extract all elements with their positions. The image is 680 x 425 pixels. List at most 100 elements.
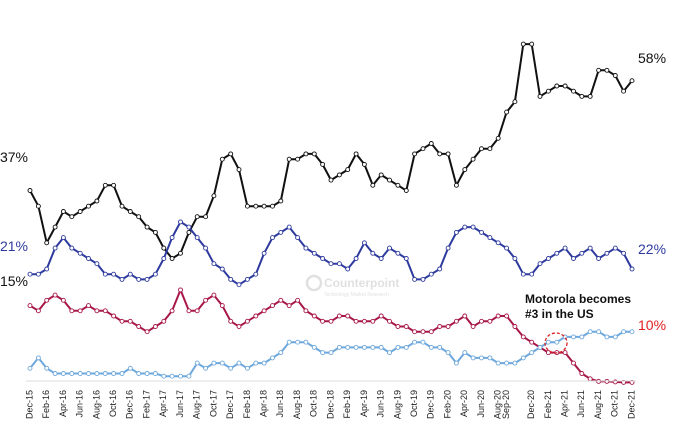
data-point [328,350,334,356]
data-point [336,261,342,267]
data-point [512,99,518,105]
data-point [94,308,100,314]
data-point [412,329,418,335]
data-point [270,203,275,209]
data-point [545,88,551,94]
x-tick-label: Apr-19 [359,390,369,417]
data-point [453,318,459,324]
data-point [270,303,275,309]
data-point [428,141,434,146]
data-point [69,371,75,376]
data-point [328,318,334,324]
data-point [378,256,384,261]
data-point [554,83,560,89]
data-point [395,250,401,256]
data-point [261,360,267,366]
annotation-line-1: Motorola becomes [525,292,631,306]
x-tick-label: Apr-20 [459,390,469,417]
data-point [169,373,175,379]
data-point [77,371,83,376]
data-point [604,67,610,73]
data-point [152,229,158,235]
data-point [44,297,50,303]
data-point [102,271,108,277]
series-end-label: 10% [638,317,666,333]
data-point [303,308,309,314]
data-point [111,271,117,277]
data-point [219,266,225,272]
data-point [119,276,125,282]
data-point [219,360,225,366]
data-point [453,182,459,188]
data-point [621,88,627,94]
data-point [345,266,351,272]
data-point [479,355,484,361]
series-start-label: 37% [0,149,28,165]
data-point [86,303,91,309]
data-point [453,360,459,366]
data-point [228,151,234,157]
data-point [253,271,259,277]
x-tick-label: Dec-18 [325,390,335,419]
data-point [554,250,560,256]
data-point [111,371,117,376]
data-point [445,245,451,251]
x-tick-label: Feb-18 [242,390,252,419]
data-point [403,256,409,261]
data-point [228,276,234,282]
data-point [152,324,158,329]
data-point [487,318,493,324]
watermark-title: Counterpoint [324,276,399,290]
data-point [303,245,309,251]
data-point [86,203,91,209]
data-point [286,224,292,230]
data-point [604,250,610,256]
data-point [161,245,167,251]
data-point [420,146,426,152]
data-point [119,371,125,376]
data-point [311,313,317,319]
data-point [412,339,418,345]
data-point [395,344,401,350]
data-point [562,245,568,251]
data-point [278,297,284,303]
data-point [545,350,551,356]
data-point [136,276,142,282]
data-point [261,250,267,256]
series-end-label: 22% [638,241,666,257]
data-point [495,360,501,366]
data-point [203,365,209,371]
series-2 [27,287,635,385]
data-point [504,245,510,251]
x-tick-label: Oct-18 [309,390,319,417]
data-point [495,313,501,319]
data-point [587,93,593,99]
data-point [286,303,292,309]
data-point [587,329,593,335]
data-point [203,297,209,303]
data-point [571,256,576,261]
data-point [35,271,41,277]
data-point [479,318,484,324]
data-point [119,318,125,324]
data-point [428,344,434,350]
data-point [412,276,418,282]
data-point [311,344,317,350]
x-tick-label: Aug-21 [593,390,603,419]
x-tick-label: Dec-17 [225,390,235,419]
data-point [387,318,392,324]
data-point [336,344,342,350]
data-point [178,373,183,379]
data-point [596,67,602,73]
x-tick-label: Aug-16 [91,390,101,419]
data-point [512,324,518,329]
x-tick-label: Feb-19 [342,390,352,419]
data-point [621,329,627,335]
data-point [512,360,518,366]
data-point [320,350,326,356]
data-point [219,156,225,162]
data-point [178,287,183,293]
x-tick-label: Feb-17 [141,390,151,419]
data-point [529,339,535,345]
data-point [286,156,292,162]
